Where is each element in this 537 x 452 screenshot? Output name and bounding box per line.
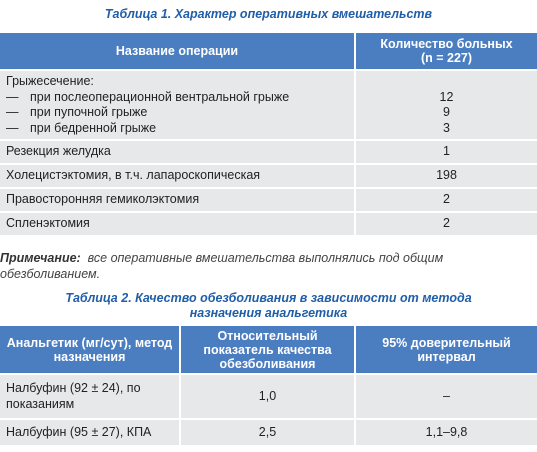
row: Грыжесечение: — при послеоперационной вент…: [0, 70, 537, 141]
cell: –: [355, 374, 537, 420]
cell-value: 3: [443, 120, 450, 135]
cell-text: Грыжесечение:: [6, 74, 94, 88]
cell-text: Резекция желудка: [6, 144, 111, 159]
cell: Грыжесечение: — при послеоперационной вент…: [0, 70, 356, 141]
cell: Спленэктомия: [0, 212, 356, 237]
cell: 2: [355, 188, 537, 213]
row: Резекция желудка 1: [0, 140, 537, 165]
row: Налбуфин (95 ± 27), КПА 2,5 1,1–9,8: [0, 419, 537, 447]
cell-value: 198: [436, 168, 457, 183]
cell-value: 9: [443, 105, 450, 119]
cell-text: Холецистэктомия, в т.ч. лапароскопическа…: [6, 168, 261, 183]
cell: Налбуфин (92 ± 24), по показаниям: [0, 374, 181, 420]
marker: —: [6, 105, 19, 119]
cell: Налбуфин (95 ± 27), КПА: [0, 419, 181, 447]
row: Спленэктомия 2: [0, 212, 537, 237]
row: Холецистэктомия, в т.ч. лапароскопическа…: [0, 164, 537, 189]
marker: —: [6, 120, 19, 135]
header-text: Количество больных: [380, 37, 513, 51]
header-row: Название операции Количество больных (n =…: [0, 33, 537, 71]
table-title: Таблица 1. Характер оперативных вмешател…: [104, 7, 433, 21]
cell: 1,1–9,8: [355, 419, 537, 447]
cell-value: 2: [443, 216, 450, 231]
cell: Резекция желудка: [0, 140, 356, 165]
spacer: [362, 74, 531, 90]
marker: —: [6, 89, 19, 104]
header-cell: Название операции: [0, 33, 356, 71]
cell: 198: [355, 164, 537, 189]
header-text: (n = 227): [420, 51, 473, 65]
cell: Холецистэктомия, в т.ч. лапароскопическа…: [0, 164, 356, 189]
header-cell: Количество больных (n = 227): [355, 33, 537, 71]
header-cell: 95% доверительный интервал: [355, 326, 537, 375]
cell: 2,5: [180, 419, 356, 447]
cell-text: при бедренной грыже: [30, 120, 157, 135]
sub-item: — при послеоперационной вентральной грыже: [6, 90, 348, 106]
sub-item: — при пупочной грыже: [6, 105, 348, 121]
table: Анальгетик (мг/сут), метод назначения Отн…: [0, 326, 537, 447]
header-cell: Относительный показатель качества обезбо…: [180, 326, 356, 375]
cell: 12 9 3: [355, 70, 537, 141]
table-title: Таблица 2. Качество обезболивания в зави…: [65, 291, 472, 320]
note-text: все оперативные вмешательства выполнялис…: [0, 251, 444, 281]
cell: 1,0: [180, 374, 356, 420]
cell-text: при пупочной грыже: [30, 105, 148, 119]
cell-text: Правосторонняя гемиколэктомия: [6, 192, 200, 207]
sub-item: — при бедренной грыже: [6, 121, 348, 137]
note: Примечание: все оперативные вмешательств…: [0, 250, 537, 282]
row: Налбуфин (92 ± 24), по показаниям 1,0–: [0, 374, 537, 420]
row: Правосторонняя гемиколэктомия 2: [0, 188, 537, 213]
cell-text: при послеоперационной вентральной грыже: [30, 89, 290, 104]
cell-text: Спленэктомия: [6, 216, 90, 231]
cell-value: 1: [443, 144, 450, 159]
cell-value: 12: [439, 89, 454, 104]
cell: Правосторонняя гемиколэктомия: [0, 188, 356, 213]
header-cell: Анальгетик (мг/сут), метод назначения: [0, 326, 181, 375]
cell: 2: [355, 212, 537, 237]
table: Название операции Количество больных (n =…: [0, 33, 537, 237]
cell: 1: [355, 140, 537, 165]
header-row: Анальгетик (мг/сут), метод назначения Отн…: [0, 326, 537, 375]
cell-value: 2: [443, 192, 450, 207]
note-label: Примечание:: [0, 251, 81, 265]
